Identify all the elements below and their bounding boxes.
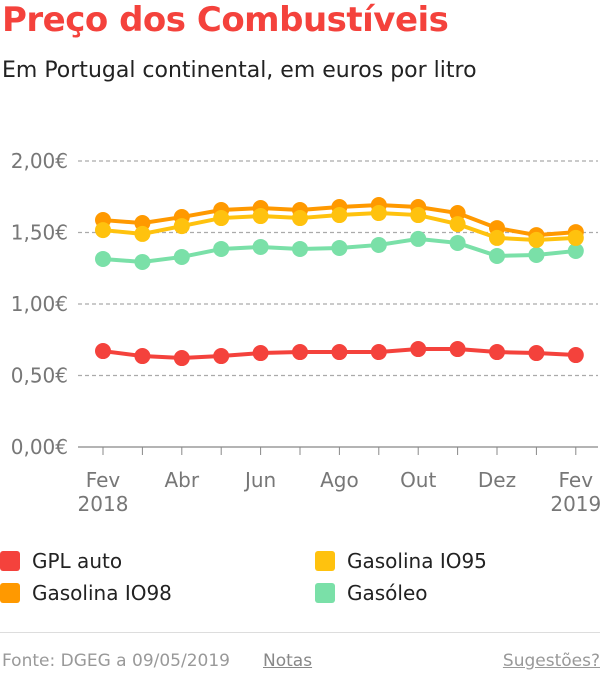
x-tick-label: Ago (320, 468, 359, 492)
data-point (567, 229, 584, 246)
x-tick-label: Fev (559, 468, 594, 492)
legend-label: Gasóleo (347, 581, 428, 605)
data-point (173, 218, 190, 235)
chart-title: Preço dos Combustíveis (2, 0, 449, 40)
data-point (252, 345, 269, 362)
footer: Fonte: DGEG a 09/05/2019 Notas Sugestões… (0, 632, 600, 671)
y-tick-label: 1,50€ (11, 221, 68, 245)
data-point (95, 250, 111, 267)
data-point (528, 246, 545, 263)
data-point (292, 240, 308, 257)
data-point (410, 207, 427, 224)
y-tick-label: 1,00€ (11, 292, 68, 316)
data-point (489, 247, 505, 264)
data-point (370, 344, 387, 361)
data-point (567, 242, 584, 259)
data-point (449, 205, 466, 222)
x-tick-label: Abr (164, 468, 199, 492)
y-tick-label: 0,50€ (11, 364, 68, 388)
data-point (528, 231, 545, 248)
x-tick-label-year: 2018 (78, 492, 129, 516)
data-point (213, 348, 230, 365)
data-point (370, 205, 387, 222)
data-point (449, 341, 466, 358)
legend-io98: Gasolina IO98 (0, 581, 172, 605)
data-point (449, 234, 466, 251)
legend-label: Gasolina IO95 (347, 549, 487, 573)
x-tick-label: Jun (243, 468, 276, 492)
data-point (213, 210, 230, 227)
y-tick-label: 0,00€ (11, 435, 68, 459)
legend-gpl: GPL auto (0, 549, 122, 573)
data-point (213, 240, 230, 257)
data-point (567, 347, 584, 364)
notes-link[interactable]: Notas (263, 651, 313, 671)
legend-label: Gasolina IO98 (32, 581, 172, 605)
data-point (528, 345, 545, 362)
data-point (95, 222, 111, 239)
legend-label: GPL auto (32, 549, 123, 573)
data-point (331, 207, 348, 224)
legend-gasoleo: Gasóleo (315, 581, 428, 605)
data-point (134, 348, 151, 365)
legend-swatch (315, 583, 335, 603)
data-point (410, 341, 427, 358)
y-tick-label: 2,00€ (11, 149, 68, 173)
legend-swatch (0, 583, 20, 603)
data-point (95, 343, 111, 360)
data-point (370, 236, 387, 253)
suggestions-link[interactable]: Sugestões? (502, 651, 600, 671)
data-point (331, 344, 348, 361)
x-tick-label: Dez (478, 468, 516, 492)
x-tick-label: Out (400, 468, 436, 492)
chart-subtitle: Em Portugal continental, em euros por li… (2, 58, 477, 83)
data-point (173, 350, 190, 367)
legend-swatch (0, 551, 20, 571)
source-text: Fonte: DGEG a 09/05/2019 (2, 651, 230, 671)
data-point (449, 216, 466, 233)
data-point (134, 253, 151, 270)
x-tick-label-year: 2019 (550, 492, 600, 516)
data-point (410, 230, 427, 247)
data-point (331, 239, 348, 256)
data-point (252, 238, 269, 255)
data-point (252, 208, 269, 225)
data-point (134, 225, 151, 242)
data-point (292, 344, 308, 361)
data-point (173, 248, 190, 265)
data-point (489, 229, 505, 246)
legend-io95: Gasolina IO95 (315, 549, 487, 573)
x-tick-label: Fev (86, 468, 121, 492)
data-point (489, 344, 505, 361)
legend-swatch (315, 551, 335, 571)
data-point (292, 210, 308, 227)
